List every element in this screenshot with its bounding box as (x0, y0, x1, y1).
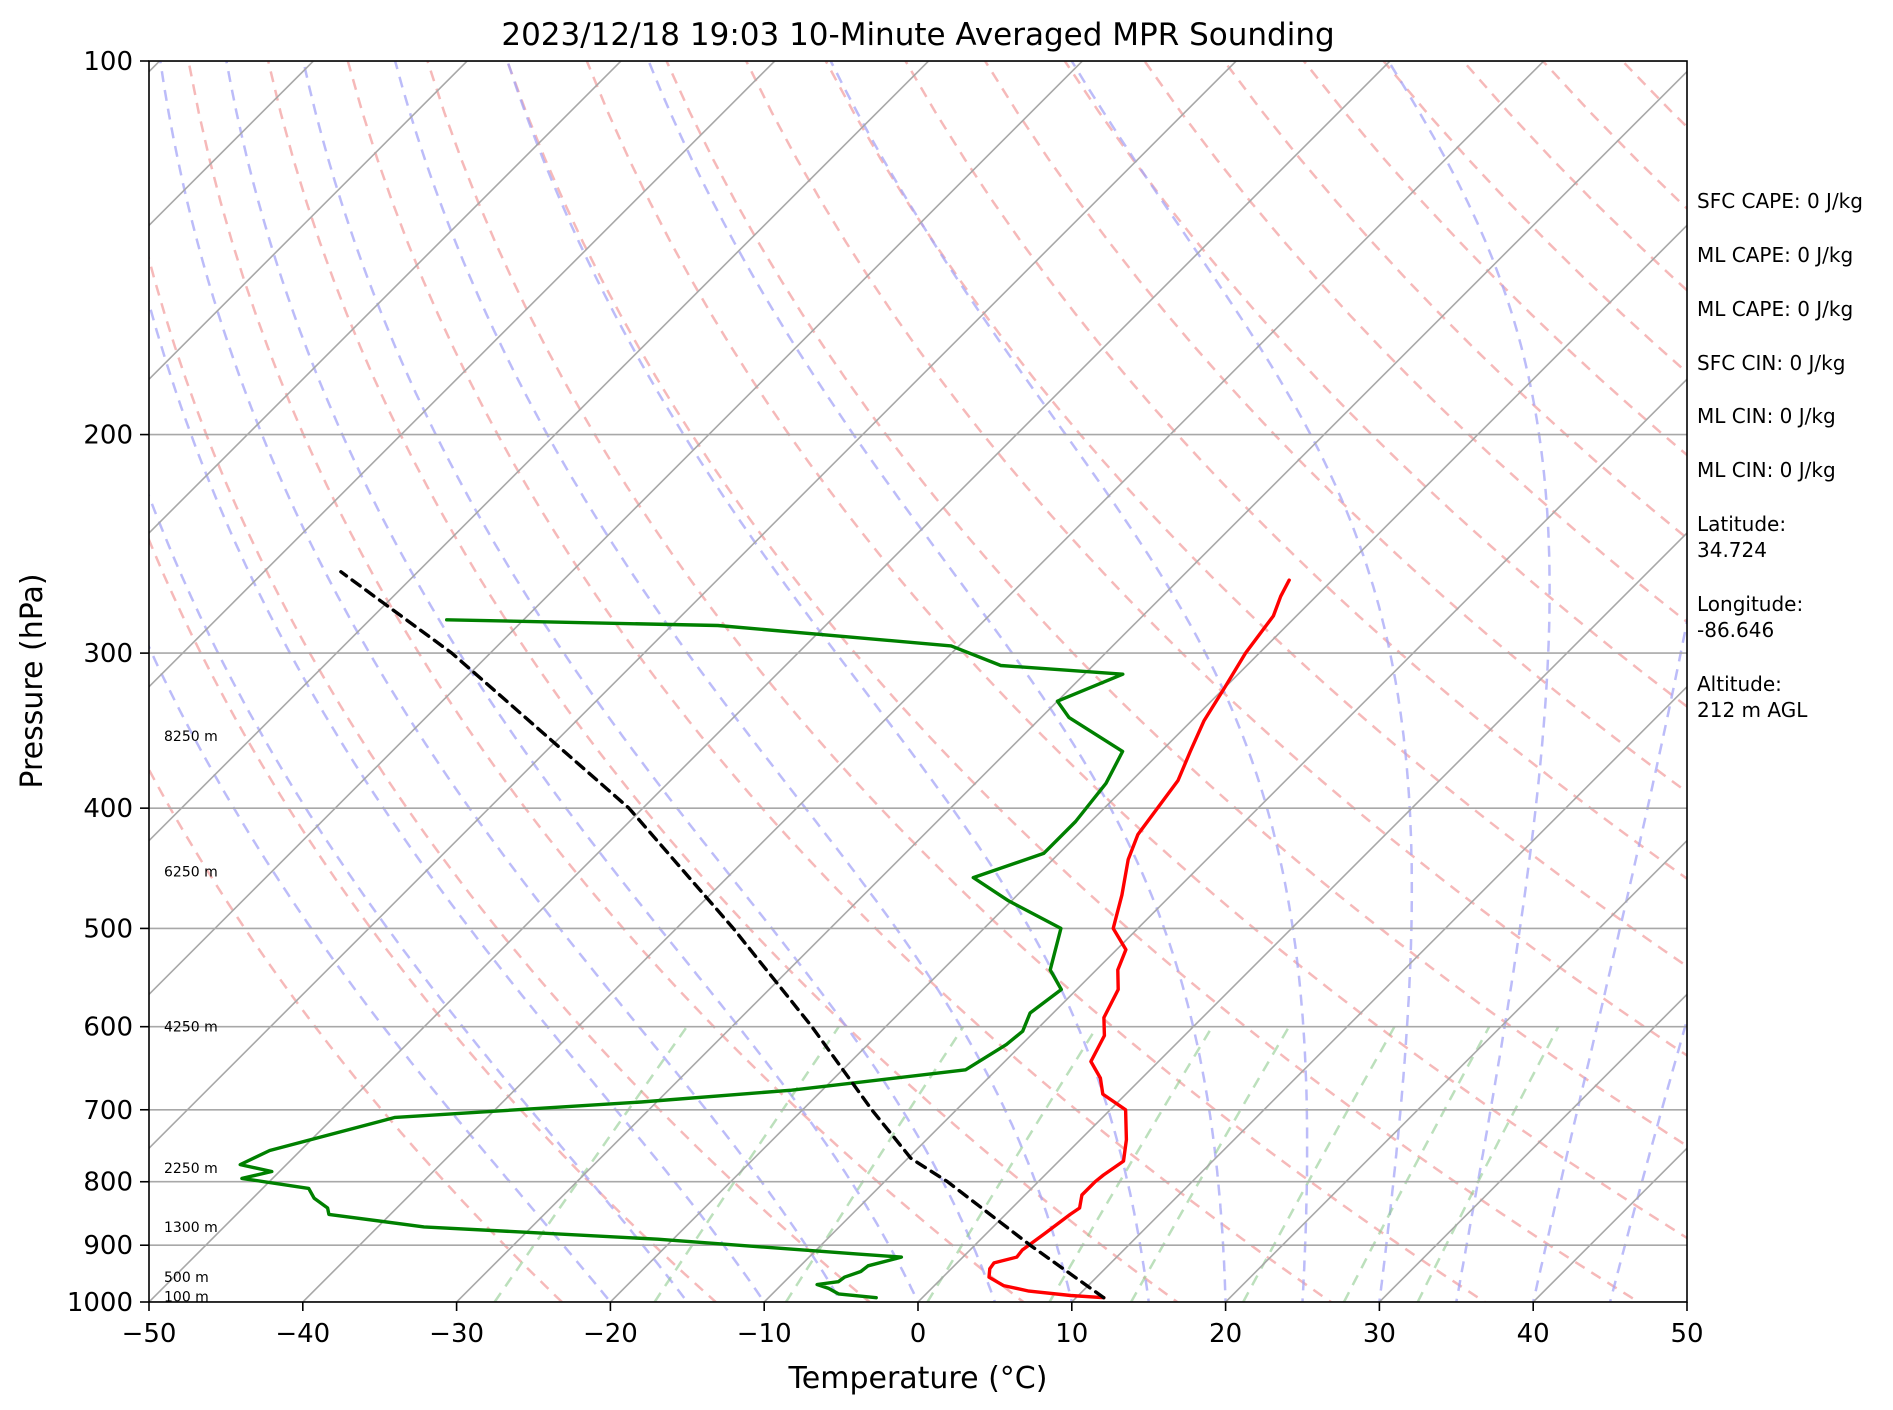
reference-lines (0, 33, 1893, 1328)
altitude-text: Altitude: 212 m AGL (1697, 671, 1807, 723)
isotherm-line (584, 33, 1879, 1328)
y-tick-label: 300 (83, 639, 133, 669)
x-tick-label: 50 (1670, 1319, 1703, 1349)
mixing-ratio-line (1418, 1027, 1559, 1302)
y-tick-label: 500 (83, 914, 133, 944)
y-tick-label: 800 (83, 1168, 133, 1198)
isotherm-line (123, 33, 1418, 1328)
pressure-gridlines (149, 61, 1687, 1302)
moist-adiabat-line (102, 61, 782, 1328)
isotherm-line (0, 33, 341, 1328)
height-label: 500 m (164, 1270, 209, 1286)
plot-frame (149, 61, 1687, 1302)
height-labels: 8250 m 6250 m 4250 m 2250 m 1300 m 500 m 100 m (164, 729, 218, 1305)
sfc-cape-text: SFC CAPE: 0 J/kg (1697, 188, 1863, 214)
x-tick-label: −20 (583, 1319, 638, 1349)
x-tick-label: 0 (910, 1319, 927, 1349)
y-axis-title: Pressure (hPa) (15, 573, 50, 788)
isotherm-line (0, 33, 956, 1328)
chart-title: 2023/12/18 19:03 10-Minute Averaged MPR … (501, 17, 1334, 53)
x-tick-label: −40 (275, 1319, 330, 1349)
dewpoint-line (240, 620, 1123, 1298)
isotherm-line (0, 33, 495, 1328)
height-label: 100 m (164, 1290, 209, 1306)
mixing-ratio-line (495, 1027, 687, 1302)
y-tick-label: 100 (83, 47, 133, 77)
moist-adiabat-line (507, 61, 1152, 1328)
latitude-text: Latitude: 34.724 (1697, 511, 1786, 563)
y-axis-ticks: 1000 900 800 700 600 500 400 300 200 100 (67, 47, 149, 1318)
height-label: 2250 m (164, 1161, 218, 1177)
moist-adiabat-line (303, 61, 1004, 1328)
x-tick-label: 30 (1363, 1319, 1396, 1349)
moist-adiabat-line (1072, 61, 1412, 1328)
ml-cin-text-2: ML CIN: 0 J/kg (1697, 457, 1836, 483)
height-label: 8250 m (164, 729, 218, 745)
x-axis-title: Temperature (°C) (788, 1361, 1048, 1396)
dry-adiabat-line (109, 61, 902, 1328)
moist-adiabat-line (649, 61, 1227, 1328)
ml-cape-text-2: ML CAPE: 0 J/kg (1697, 296, 1853, 322)
height-label: 1300 m (164, 1220, 218, 1236)
moist-adiabat-line (160, 61, 856, 1328)
sfc-cin-text: SFC CIN: 0 J/kg (1697, 350, 1845, 376)
isotherm-line (0, 33, 1264, 1328)
x-axis-ticks: −50 −40 −30 −20 −10 0 10 20 30 40 50 (122, 1302, 1704, 1349)
mixing-ratio-line (1344, 1027, 1489, 1302)
y-tick-label: 700 (83, 1096, 133, 1126)
x-tick-label: −50 (122, 1319, 177, 1349)
mixing-ratio-line (1050, 1027, 1213, 1302)
height-label: 4250 m (164, 1020, 218, 1036)
ml-cape-text: ML CAPE: 0 J/kg (1697, 242, 1853, 268)
x-tick-label: −10 (737, 1319, 792, 1349)
moist-adiabat-line (395, 61, 1078, 1328)
isotherm-line (430, 33, 1725, 1328)
y-tick-label: 200 (83, 421, 133, 451)
x-tick-label: 10 (1055, 1319, 1088, 1349)
moist-adiabat-line (226, 61, 930, 1328)
height-label: 6250 m (164, 865, 218, 881)
dry-adiabat-line (507, 61, 1681, 1328)
y-tick-label: 1000 (67, 1288, 133, 1318)
x-tick-label: 20 (1209, 1319, 1242, 1349)
y-tick-label: 600 (83, 1013, 133, 1043)
longitude-text: Longitude: -86.646 (1697, 591, 1803, 643)
y-tick-label: 900 (83, 1231, 133, 1261)
mixing-ratio-line (927, 1027, 1097, 1302)
isotherm-line (0, 33, 1110, 1328)
y-tick-label: 400 (83, 794, 133, 824)
x-tick-label: −30 (429, 1319, 484, 1349)
ml-cin-text: ML CIN: 0 J/kg (1697, 403, 1836, 429)
x-tick-label: 40 (1517, 1319, 1550, 1349)
